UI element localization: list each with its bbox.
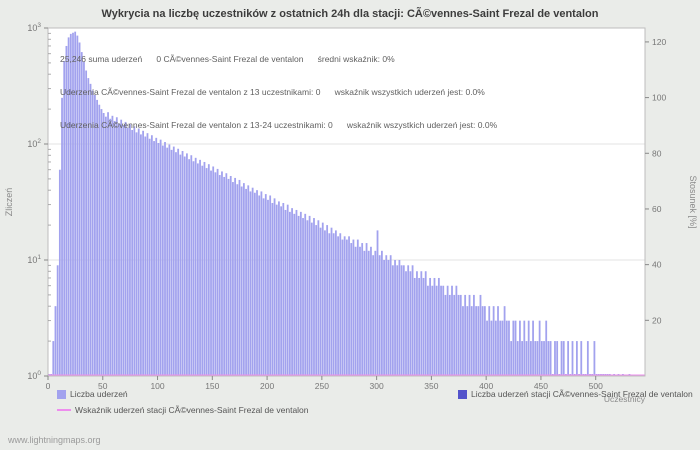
y-left-tick-label: 101 <box>27 254 41 265</box>
x-tick-label: 450 <box>534 381 548 391</box>
annotation-line-1: 25,246 suma uderzeń 0 CÃ©vennes-Saint Fr… <box>60 54 395 64</box>
legend-label-strikes: Liczba uderzeń <box>70 389 128 399</box>
x-tick-label: 200 <box>260 381 274 391</box>
x-axis-title: Uczestnicy <box>604 394 646 404</box>
y-right-axis-title: Stosunek [%] <box>688 175 698 228</box>
legend-item-station-strikes: Liczba uderzeń stacji CÃ©vennes-Saint Fr… <box>458 389 693 399</box>
plot-frame <box>47 27 646 377</box>
legend-item-strikes: Liczba uderzeń <box>57 389 128 399</box>
x-tick-label: 350 <box>424 381 438 391</box>
x-tick-label: 50 <box>98 381 108 391</box>
x-tick-label: 250 <box>315 381 329 391</box>
chart-title: Wykrycia na liczbę uczestników z ostatni… <box>101 8 599 20</box>
x-tick-label: 150 <box>205 381 219 391</box>
y-left-tick-label: 102 <box>27 138 41 149</box>
x-tick-label: 400 <box>479 381 493 391</box>
legend-label-station-rate: Wskaźnik uderzeń stacji CÃ©vennes-Saint … <box>75 405 309 415</box>
y-left-axis-title: Zliczeń <box>4 188 14 217</box>
legend-swatch-station-strikes <box>458 389 467 399</box>
annotation-line-3: Uderzenia CÃ©vennes-Saint Frezal de vent… <box>60 120 498 130</box>
x-tick-label: 100 <box>150 381 164 391</box>
legend-line-station-rate <box>57 409 71 411</box>
y-right-tick-label: 80 <box>652 148 662 158</box>
annotation-line-2: Uderzenia CÃ©vennes-Saint Frezal de vent… <box>60 87 485 97</box>
strike-count-bars <box>48 31 631 377</box>
x-tick-label: 0 <box>46 381 51 391</box>
legend-item-station-rate: Wskaźnik uderzeń stacji CÃ©vennes-Saint … <box>57 405 309 415</box>
y-right-tick-label: 20 <box>652 315 662 325</box>
legend-swatch-strikes <box>57 389 66 399</box>
y-left-tick-label: 100 <box>27 370 41 381</box>
y-right-tick-label: 100 <box>652 93 666 103</box>
x-tick-label: 500 <box>589 381 603 391</box>
chart-annotation: 25,246 suma uderzeń 0 CÃ©vennes-Saint Fr… <box>60 32 497 153</box>
y-right-tick-label: 120 <box>652 37 666 47</box>
site-watermark: www.lightningmaps.org <box>8 435 101 445</box>
y-right-tick-label: 60 <box>652 204 662 214</box>
x-tick-label: 300 <box>370 381 384 391</box>
legend-label-station-strikes: Liczba uderzeń stacji CÃ©vennes-Saint Fr… <box>471 389 693 399</box>
y-right-tick-label: 40 <box>652 260 662 270</box>
y-left-tick-label: 103 <box>27 22 41 33</box>
